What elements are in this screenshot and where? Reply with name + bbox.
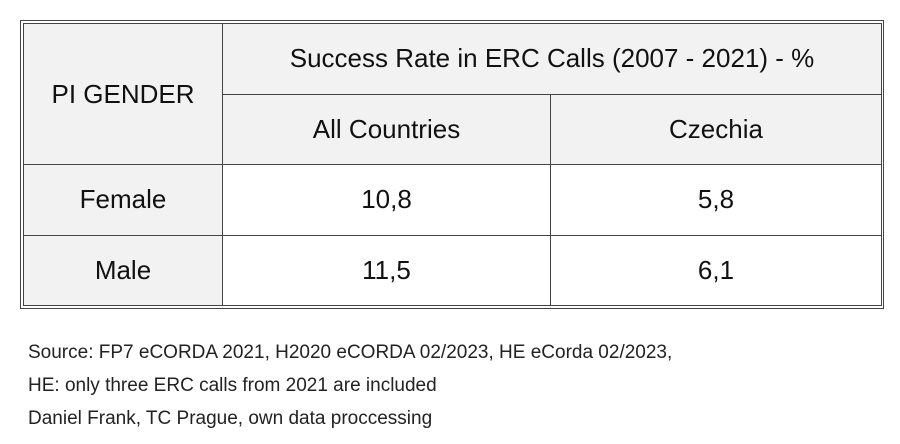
column-row: All Countries Czechia	[24, 93, 883, 165]
note: HE: only three ERC calls from 2021 are i…	[28, 375, 437, 396]
title-cell: Success Rate in ERC Calls (2007 - 2021) …	[221, 23, 883, 95]
table: PI GENDER Success Rate in ERC Calls (200…	[23, 23, 883, 306]
column-header: Czechia	[549, 93, 883, 165]
row-header: Male	[23, 234, 223, 306]
column-header: All Countries	[222, 93, 551, 165]
cell: 5,8	[549, 164, 883, 236]
notes: Source: FP7 eCORDA 2021, H2020 eCORDA 02…	[28, 336, 672, 435]
table-frame: PI GENDER Success Rate in ERC Calls (200…	[20, 20, 884, 309]
header-row: PI GENDER Success Rate in ERC Calls (200…	[23, 23, 883, 165]
data-row: Female 10,8 5,8	[23, 164, 883, 236]
cell: 11,5	[222, 234, 551, 306]
cell: 6,1	[549, 234, 883, 306]
note: Daniel Frank, TC Prague, own data procce…	[28, 408, 433, 429]
data-row: Male 11,5 6,1	[23, 234, 883, 306]
row-header: Female	[23, 164, 223, 236]
cell: 10,8	[222, 164, 551, 236]
corner-cell: PI GENDER	[23, 23, 223, 165]
note: Source: FP7 eCORDA 2021, H2020 eCORDA 02…	[28, 342, 673, 363]
